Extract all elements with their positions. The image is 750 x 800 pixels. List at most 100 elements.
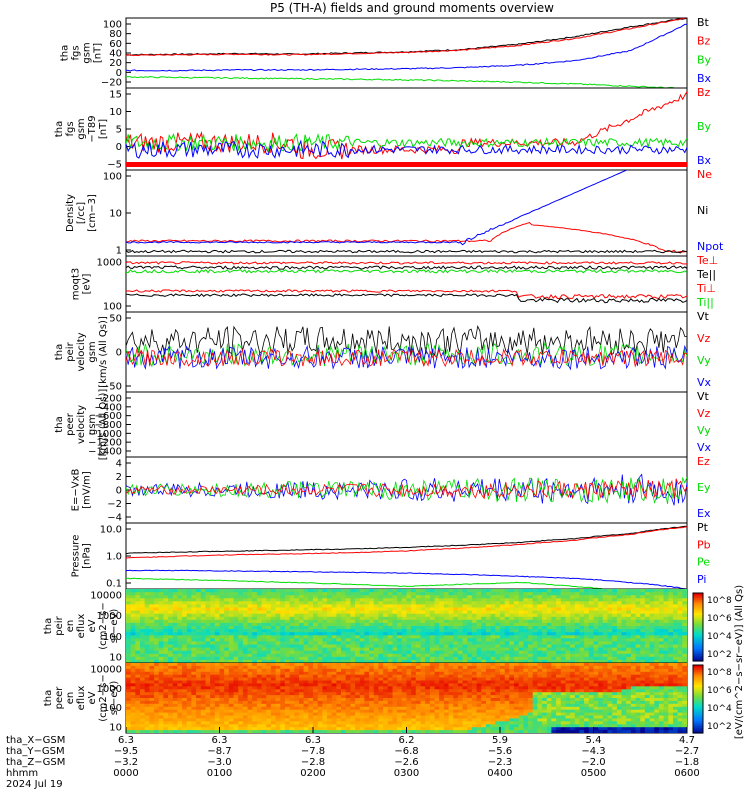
heatmap-cell: [387, 715, 394, 719]
y-tick-label: 2: [116, 472, 122, 483]
heatmap-cell: [682, 641, 687, 646]
heatmap-cell: [383, 695, 389, 699]
heatmap-cell: [303, 680, 309, 684]
heatmap-cell: [350, 598, 356, 602]
heatmap-cell: [359, 622, 366, 627]
heatmap-cell: [200, 607, 207, 612]
heatmap-cell: [644, 626, 651, 630]
heatmap-cell: [303, 718, 309, 722]
heatmap-cell: [471, 616, 478, 621]
heatmap-cell: [481, 674, 487, 679]
heatmap-cell: [490, 712, 496, 717]
heatmap-cell: [256, 641, 263, 646]
heatmap-cell: [299, 644, 305, 649]
heatmap-cell: [172, 616, 179, 621]
heatmap-cell: [570, 616, 576, 621]
heatmap-cell: [256, 668, 263, 673]
heatmap-cell: [154, 703, 160, 708]
heatmap-cell: [471, 638, 478, 642]
heatmap-cell: [303, 592, 309, 596]
heatmap-cell: [457, 706, 464, 711]
heatmap-cell: [214, 629, 221, 633]
heatmap-cell: [425, 656, 431, 661]
heatmap-cell: [397, 712, 403, 717]
heatmap-cell: [383, 671, 389, 676]
heatmap-cell: [256, 680, 263, 684]
heatmap-cell: [355, 671, 361, 676]
heatmap-cell: [397, 695, 403, 699]
heatmap-cell: [640, 635, 646, 639]
heatmap-cell: [378, 653, 384, 658]
heatmap-cell: [336, 674, 342, 679]
heatmap-cell: [317, 613, 323, 618]
heatmap-cell: [677, 592, 683, 596]
heatmap-cell: [369, 671, 375, 676]
heatmap-cell: [406, 715, 412, 719]
heatmap-cell: [177, 709, 183, 714]
heatmap-cell: [481, 638, 487, 642]
heatmap-cell: [528, 638, 534, 642]
heatmap-cell: [341, 730, 347, 733]
heatmap-cell: [556, 622, 562, 627]
heatmap-cell: [130, 629, 136, 633]
heatmap-cell: [439, 665, 445, 670]
heatmap-cell: [654, 653, 660, 658]
heatmap-cell: [294, 595, 300, 599]
heatmap-cell: [429, 598, 436, 602]
heatmap-cell: [481, 683, 487, 687]
heatmap-cell: [308, 677, 314, 682]
heatmap-cell: [275, 689, 281, 693]
heatmap-cell: [486, 721, 492, 725]
heatmap-cell: [457, 674, 464, 679]
heatmap-cell: [677, 641, 683, 646]
heatmap-cell: [299, 695, 305, 699]
heatmap-cell: [275, 619, 281, 624]
heatmap-cell: [415, 650, 422, 655]
heatmap-cell: [168, 683, 174, 687]
heatmap-cell: [149, 674, 155, 679]
heatmap-cell: [411, 724, 417, 728]
heatmap-cell: [247, 668, 253, 673]
heatmap-cell: [401, 613, 408, 618]
heatmap-cell: [677, 632, 683, 636]
legend-entry: Npot: [697, 240, 724, 253]
heatmap-cell: [275, 724, 281, 728]
heatmap-cell: [144, 659, 150, 663]
heatmap-cell: [182, 698, 188, 702]
heatmap-cell: [247, 629, 253, 633]
heatmap-cell: [411, 650, 417, 655]
heatmap-cell: [336, 607, 342, 612]
heatmap-cell: [336, 656, 342, 661]
heatmap-cell: [486, 727, 492, 731]
heatmap-cell: [579, 647, 585, 652]
heatmap-cell: [149, 686, 155, 690]
legend-entry: Vz: [697, 332, 711, 345]
series-line-Pe: [126, 569, 687, 589]
heatmap-cell: [411, 668, 417, 673]
heatmap-cell: [626, 598, 632, 602]
heatmap-cell: [350, 644, 356, 649]
heatmap-cell: [392, 601, 398, 605]
heatmap-cell: [574, 589, 581, 593]
heatmap-cell: [415, 698, 422, 702]
heatmap-cell: [378, 641, 384, 646]
heatmap-cell: [378, 616, 384, 621]
heatmap-cell: [247, 619, 253, 624]
heatmap-cell: [299, 656, 305, 661]
heatmap-cell: [224, 706, 230, 711]
heatmap-cell: [654, 626, 660, 630]
heatmap-cell: [135, 692, 141, 696]
heatmap-cell: [481, 653, 487, 658]
heatmap-cell: [224, 730, 230, 733]
heatmap-cell: [383, 589, 389, 593]
heatmap-cell: [196, 632, 202, 636]
heatmap-cell: [401, 703, 408, 708]
heatmap-cell: [126, 721, 132, 725]
heatmap-cell: [602, 622, 609, 627]
heatmap-cell: [640, 638, 646, 642]
heatmap-cell: [481, 604, 487, 609]
heatmap-cell: [420, 695, 426, 699]
heatmap-cell: [214, 601, 221, 605]
heatmap-cell: [200, 677, 207, 682]
heatmap-cell: [327, 703, 333, 708]
